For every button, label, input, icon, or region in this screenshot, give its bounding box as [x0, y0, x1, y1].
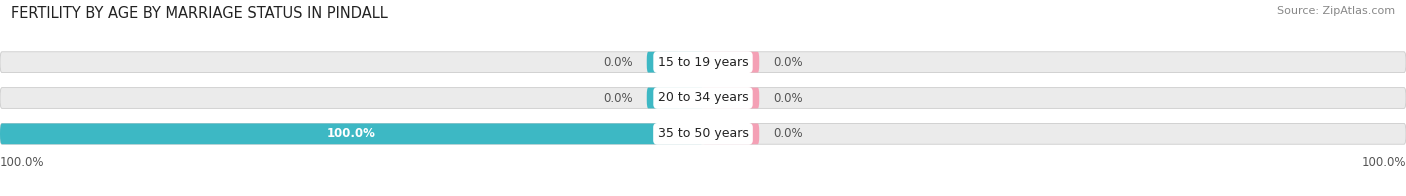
- FancyBboxPatch shape: [647, 88, 703, 108]
- FancyBboxPatch shape: [0, 123, 703, 144]
- Text: 0.0%: 0.0%: [773, 92, 803, 104]
- Text: 35 to 50 years: 35 to 50 years: [658, 127, 748, 140]
- FancyBboxPatch shape: [0, 52, 1406, 73]
- FancyBboxPatch shape: [0, 123, 1406, 144]
- FancyBboxPatch shape: [703, 88, 759, 108]
- Text: 100.0%: 100.0%: [0, 156, 45, 169]
- Text: 0.0%: 0.0%: [773, 127, 803, 140]
- Text: FERTILITY BY AGE BY MARRIAGE STATUS IN PINDALL: FERTILITY BY AGE BY MARRIAGE STATUS IN P…: [11, 6, 388, 21]
- FancyBboxPatch shape: [703, 52, 759, 73]
- Text: 0.0%: 0.0%: [603, 56, 633, 69]
- Text: 100.0%: 100.0%: [328, 127, 375, 140]
- Text: Source: ZipAtlas.com: Source: ZipAtlas.com: [1277, 6, 1395, 16]
- Text: 0.0%: 0.0%: [773, 56, 803, 69]
- FancyBboxPatch shape: [647, 52, 703, 73]
- Text: 100.0%: 100.0%: [1361, 156, 1406, 169]
- Text: 20 to 34 years: 20 to 34 years: [658, 92, 748, 104]
- FancyBboxPatch shape: [703, 123, 759, 144]
- Text: 15 to 19 years: 15 to 19 years: [658, 56, 748, 69]
- Text: 0.0%: 0.0%: [603, 92, 633, 104]
- FancyBboxPatch shape: [0, 88, 1406, 108]
